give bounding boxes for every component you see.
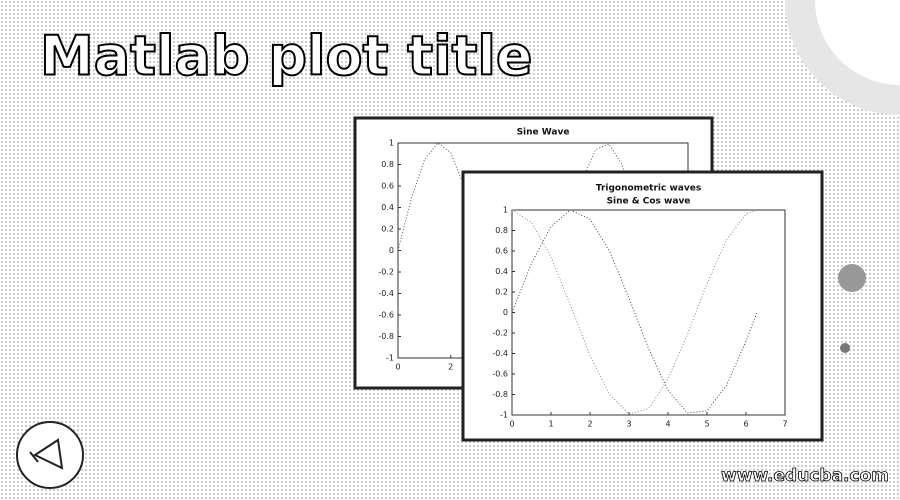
y-tick-label: 0 [389,246,394,255]
x-tick-label: 3 [626,420,631,429]
x-tick-label: 0 [509,420,514,429]
chart-subtitle: Sine & Cos wave [607,197,691,207]
y-tick-label: 1 [503,206,508,215]
watermark: www.educba.com [721,466,889,486]
chart-title: Trigonometric waves [596,184,701,194]
y-tick-label: -0.4 [492,349,508,358]
plot-area [511,209,786,416]
y-tick-label: -1 [386,354,394,363]
y-tick-label: -0.8 [378,332,394,341]
decor-circle [815,0,900,85]
y-tick-label: -0.2 [492,329,508,338]
decor-dot [838,264,866,292]
x-tick-label: 2 [587,420,592,429]
y-tick-label: 0.8 [381,160,394,169]
y-tick-label: 0.6 [495,247,508,256]
y-tick-label: 0.2 [495,288,508,297]
y-tick-label: -0.2 [378,268,394,277]
y-tick-label: -0.4 [378,289,394,298]
y-tick-label: -0.6 [492,370,508,379]
plot-window: Trigonometric waves Sine & Cos wave -1 -0.8… [461,170,824,442]
y-tick-label: -0.8 [492,390,508,399]
y-tick-label: -1 [500,411,508,420]
y-tick-label: 0.8 [495,226,508,235]
y-tick-label: 0.4 [495,267,508,276]
chart-title: Sine Wave [517,128,570,138]
logo-icon [29,438,64,470]
logo [16,421,84,489]
y-tick-label: 0.4 [381,203,394,212]
x-tick-label: 5 [704,420,709,429]
x-tick-label: 0 [395,363,400,372]
decor-dot [840,343,850,353]
x-tick-label: 1 [548,420,553,429]
series-line [511,209,758,415]
x-tick-label: 6 [743,420,748,429]
y-tick-label: 1 [389,139,394,148]
y-tick-label: 0 [503,308,508,317]
y-tick-label: 0.6 [381,182,394,191]
x-tick-label: 4 [665,420,670,429]
x-tick-label: 7 [782,420,787,429]
y-tick-label: 0.2 [381,225,394,234]
y-tick-label: -0.6 [378,311,394,320]
x-tick-label: 2 [448,363,453,372]
page-title: Matlab plot title [40,25,533,88]
